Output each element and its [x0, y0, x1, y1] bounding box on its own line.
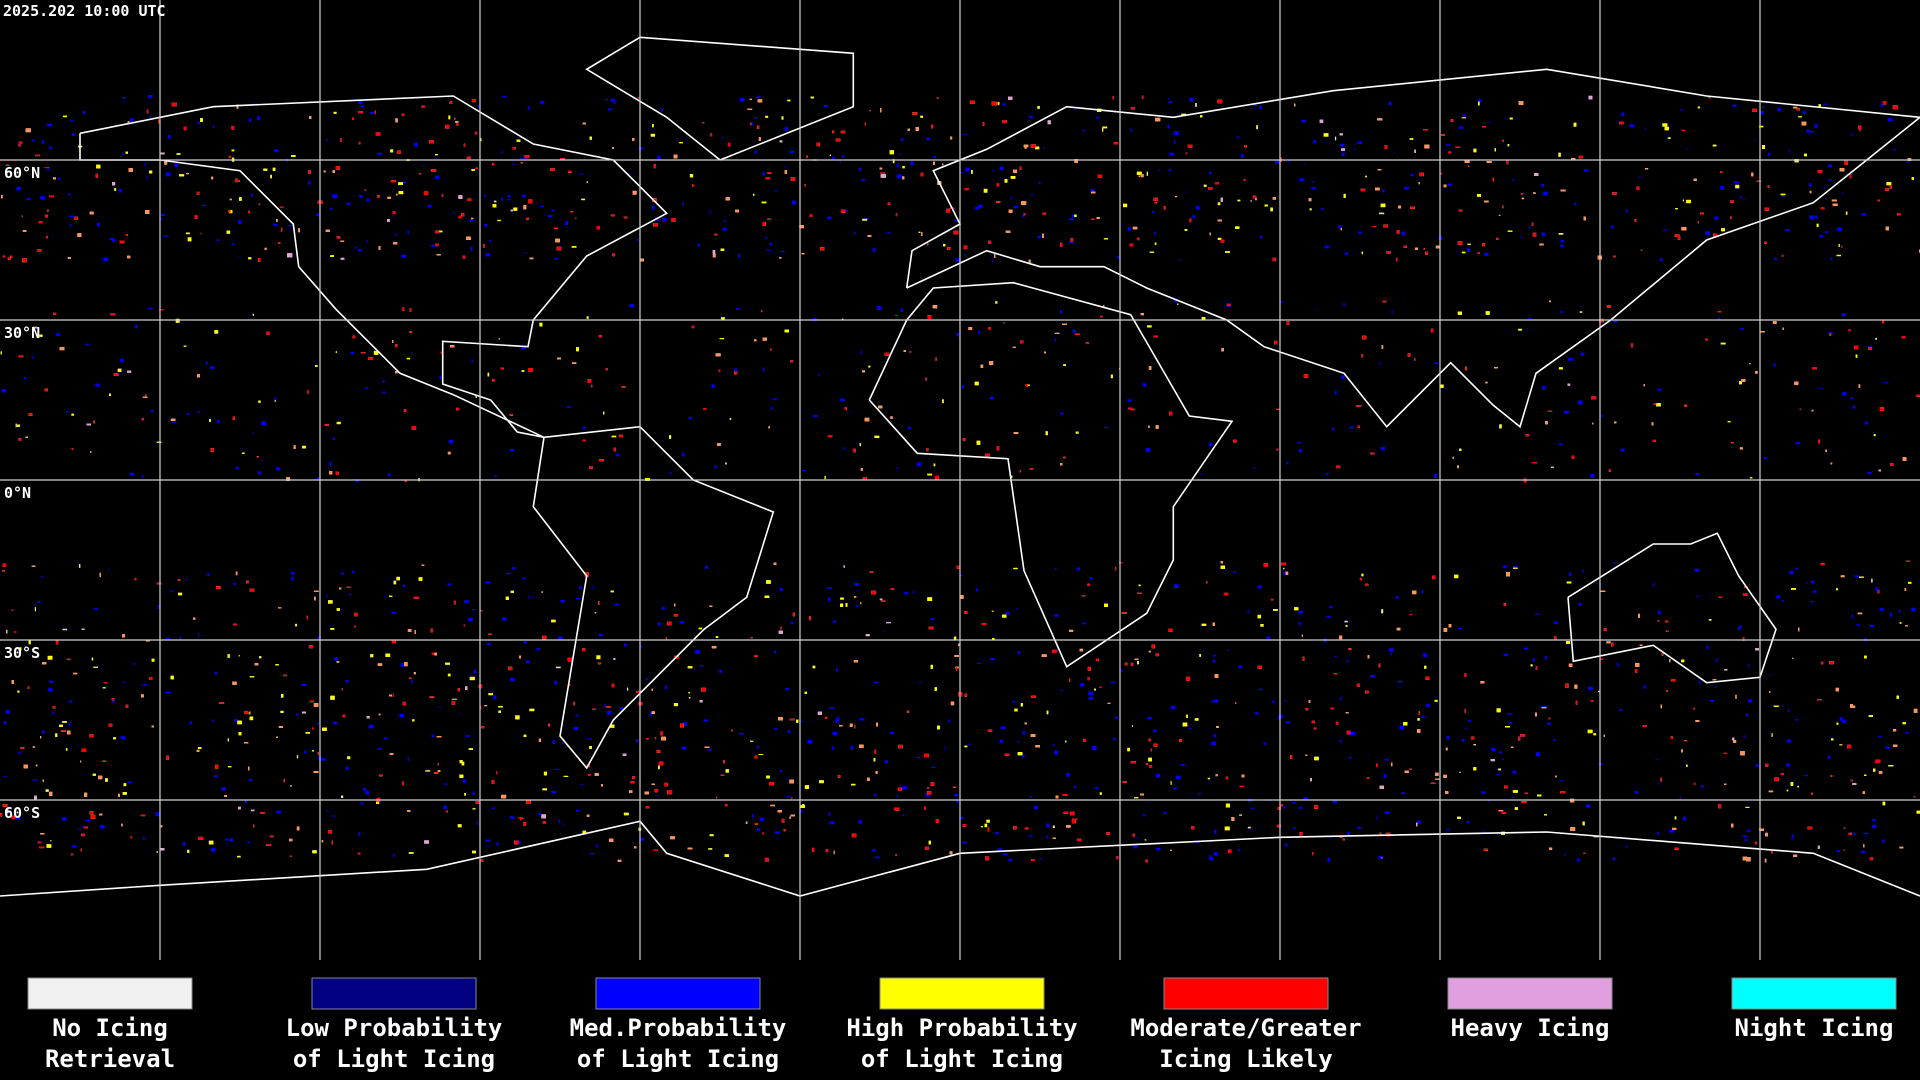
coastline: [1567, 532, 1777, 684]
legend-label: Low Probability: [286, 1014, 503, 1042]
coastline: [905, 68, 1920, 429]
lat-label: 60°N: [4, 164, 40, 182]
legend-swatch: [595, 977, 761, 1010]
legend-label: of Light Icing: [577, 1045, 779, 1073]
legend-label: of Light Icing: [861, 1045, 1063, 1073]
legend-label: Night Icing: [1735, 1014, 1894, 1042]
lat-label: 0°N: [4, 484, 31, 502]
graticule: [0, 0, 1920, 960]
lat-label: 30°S: [4, 644, 40, 662]
legend-swatch: [879, 977, 1045, 1010]
lat-label: 30°N: [4, 324, 40, 342]
legend-swatch: [1447, 977, 1613, 1010]
timestamp: 2025.202 10:00 UTC: [3, 2, 166, 20]
legend-label: Med.Probability: [570, 1014, 787, 1042]
legend-label: Heavy Icing: [1451, 1014, 1610, 1042]
legend-label: of Light Icing: [293, 1045, 495, 1073]
legend-label: Retrieval: [45, 1045, 175, 1073]
coastline: [532, 425, 775, 770]
legend-swatch: [311, 977, 477, 1010]
legend-swatch: [27, 977, 193, 1010]
legend: No Icing Retrieval Low Probability of Light…: [27, 977, 1897, 1073]
legend-swatch: [1731, 977, 1897, 1010]
legend-label: Icing Likely: [1159, 1045, 1332, 1073]
lat-label: 60°S: [4, 804, 40, 822]
legend-label: High Probability: [846, 1014, 1077, 1042]
legend-label: No Icing: [52, 1014, 168, 1042]
lat-labels: 60°N 30°N 0°N 30°S 60°S: [4, 164, 40, 822]
legend-swatch: [1163, 977, 1329, 1010]
coastline: [79, 95, 669, 439]
legend-label: Moderate/Greater: [1130, 1014, 1361, 1042]
